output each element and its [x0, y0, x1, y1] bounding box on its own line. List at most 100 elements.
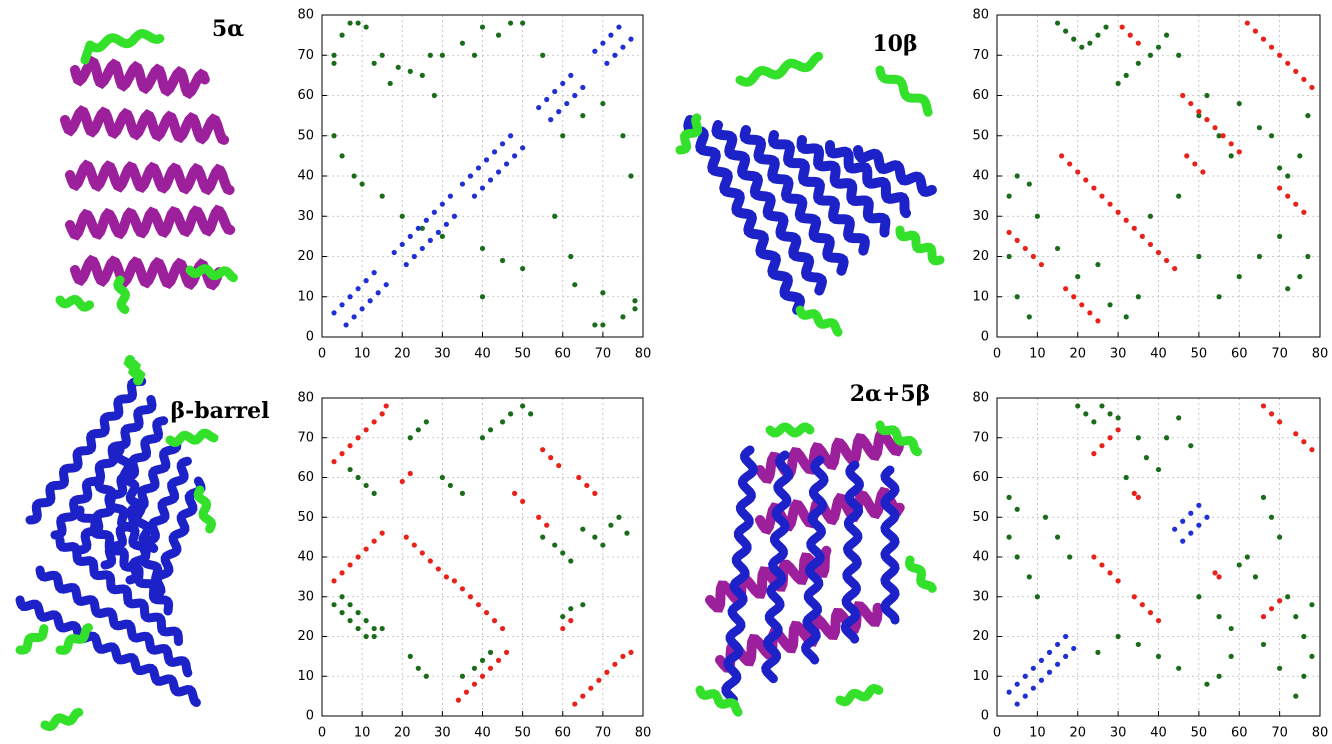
contact-point	[1301, 634, 1306, 639]
contact-point	[1128, 33, 1133, 38]
contact-point	[568, 558, 573, 563]
contact-point	[1261, 642, 1266, 647]
contact-point	[424, 218, 429, 223]
contact-point	[480, 435, 485, 440]
x-tick-label: 0	[993, 347, 1001, 362]
contact-point	[1063, 29, 1068, 34]
contact-point	[568, 618, 573, 623]
ribbon	[910, 560, 933, 588]
y-tick-label: 0	[306, 709, 314, 724]
contact-point	[620, 45, 625, 50]
contact-point	[339, 594, 344, 599]
contact-point	[372, 634, 377, 639]
contact-point	[420, 246, 425, 251]
contact-point	[1055, 662, 1060, 667]
contact-point	[1095, 262, 1100, 267]
x-tick-label: 70	[595, 347, 612, 362]
contact-point	[552, 542, 557, 547]
contact-point	[600, 101, 605, 106]
contact-point	[339, 570, 344, 575]
y-tick-label: 60	[972, 88, 989, 103]
contact-point	[464, 690, 469, 695]
y-tick-label: 50	[972, 128, 989, 143]
ribbon	[70, 211, 230, 235]
x-tick-label: 40	[1150, 347, 1167, 362]
contact-point	[424, 419, 429, 424]
ribbon	[70, 166, 230, 190]
y-tick-label: 0	[981, 709, 989, 724]
y-tick-label: 40	[972, 550, 989, 565]
y-tick-label: 40	[297, 550, 314, 565]
contact-point	[496, 658, 501, 663]
contact-point	[1285, 61, 1290, 66]
contact-point	[339, 302, 344, 307]
contact-point	[1277, 165, 1282, 170]
contact-point	[452, 214, 457, 219]
contact-point	[1148, 53, 1153, 58]
contact-point	[1095, 318, 1100, 323]
contact-point	[1071, 37, 1076, 42]
contact-point	[1164, 33, 1169, 38]
x-tick-label: 40	[474, 726, 491, 741]
contact-point	[1107, 570, 1112, 575]
ribbon	[845, 465, 859, 639]
contact-point	[616, 24, 621, 29]
contact-point	[1132, 594, 1137, 599]
y-tick-label: 20	[972, 249, 989, 264]
contact-point	[408, 234, 413, 239]
contact-point	[600, 322, 605, 327]
contact-point	[1164, 258, 1169, 263]
y-tick-label: 30	[972, 209, 989, 224]
contact-point	[360, 181, 365, 186]
contact-point	[1148, 242, 1153, 247]
contact-point	[1136, 41, 1141, 46]
contact-point	[352, 314, 357, 319]
contact-point	[556, 109, 561, 114]
contact-point	[1285, 173, 1290, 178]
x-tick-label: 20	[394, 726, 411, 741]
x-tick-label: 60	[554, 347, 571, 362]
contact-point	[1099, 194, 1104, 199]
contact-point	[520, 266, 525, 271]
contact-point	[1116, 578, 1121, 583]
y-tick-label: 10	[297, 289, 314, 304]
contact-point	[480, 294, 485, 299]
ribbon	[170, 433, 214, 442]
contact-point	[1099, 403, 1104, 408]
contact-point	[580, 113, 585, 118]
contact-point	[604, 670, 609, 675]
contact-point	[500, 258, 505, 263]
contact-point	[520, 499, 525, 504]
contact-point	[364, 278, 369, 283]
contact-point	[536, 105, 541, 110]
contact-point	[428, 558, 433, 563]
x-tick-label: 60	[554, 726, 571, 741]
contact-point	[1269, 515, 1274, 520]
y-tick-label: 30	[297, 209, 314, 224]
contact-point	[1124, 73, 1129, 78]
contact-point	[1156, 618, 1161, 623]
contact-point	[1229, 626, 1234, 631]
contact-point	[1309, 447, 1314, 452]
contact-point	[1095, 33, 1100, 38]
contact-point	[620, 654, 625, 659]
contact-point	[1116, 634, 1121, 639]
contact-point	[1196, 503, 1201, 508]
contact-point	[436, 566, 441, 571]
contact-point	[408, 654, 413, 659]
x-tick-label: 50	[514, 347, 531, 362]
contact-point	[608, 33, 613, 38]
contact-point	[1237, 149, 1242, 154]
contact-point	[1075, 169, 1080, 174]
contact-point	[472, 194, 477, 199]
contact-point	[404, 535, 409, 540]
contact-point	[1124, 475, 1129, 480]
contact-point	[331, 459, 336, 464]
contact-point	[408, 435, 413, 440]
contact-point	[1043, 515, 1048, 520]
contact-point	[1015, 682, 1020, 687]
contact-point	[372, 419, 377, 424]
contact-point	[492, 149, 497, 154]
contact-point	[1015, 701, 1020, 706]
contact-point	[1039, 658, 1044, 663]
